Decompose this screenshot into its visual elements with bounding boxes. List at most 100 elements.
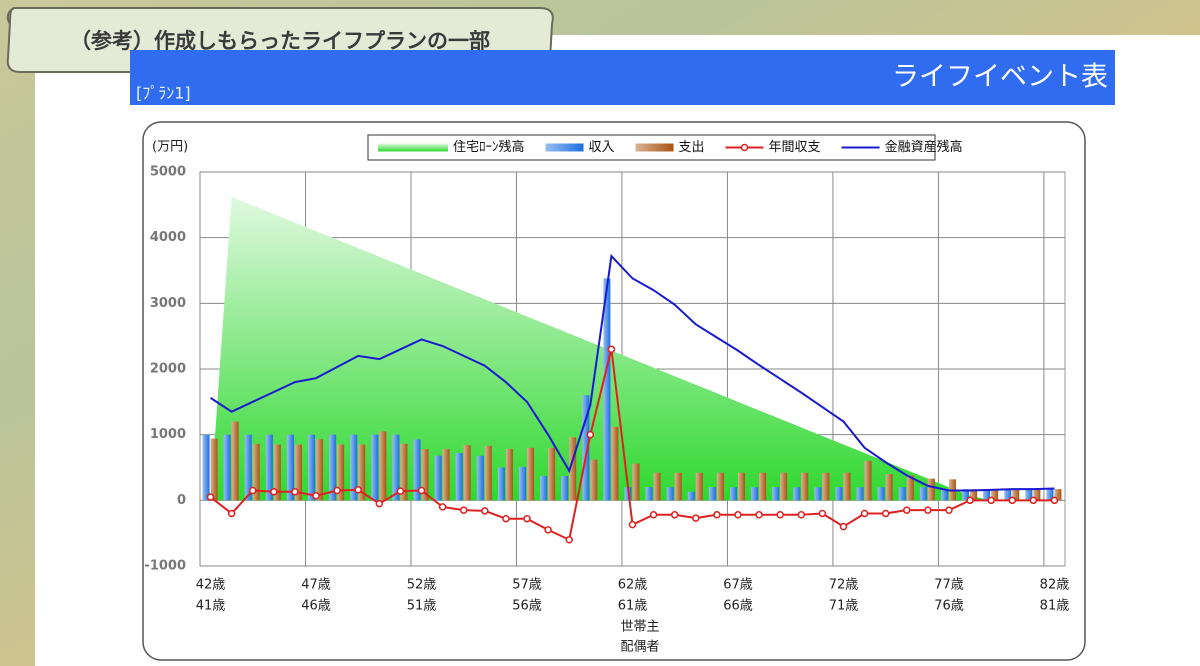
- point: [755, 511, 763, 519]
- bar: [202, 434, 210, 501]
- x-tick-label: 47歳: [301, 578, 331, 593]
- bar: [484, 445, 492, 501]
- point: [860, 509, 869, 518]
- bar: [940, 489, 948, 501]
- x-tick-label-2: 41歳: [196, 599, 226, 614]
- point: [649, 511, 658, 519]
- bar: [265, 434, 273, 501]
- bar: [455, 453, 463, 501]
- point: [481, 507, 489, 515]
- legend-label: 収入: [589, 140, 615, 155]
- bar: [505, 449, 513, 501]
- x-tick-label-2: 51歳: [407, 599, 437, 614]
- point: [713, 511, 721, 519]
- bar: [519, 466, 527, 501]
- point: [248, 486, 257, 495]
- legend-swatch: [635, 143, 674, 152]
- point: [1029, 496, 1038, 505]
- x-tick-label-2: 66歳: [723, 599, 753, 614]
- point: [797, 511, 806, 519]
- bar: [476, 455, 484, 501]
- y-tick-label: 0: [177, 493, 186, 508]
- y-tick-label: 1000: [150, 427, 186, 442]
- bar: [1012, 489, 1020, 501]
- x-tick-label: 57歳: [512, 578, 542, 593]
- bar: [759, 472, 767, 501]
- bar: [737, 472, 745, 501]
- legend-swatch: [378, 143, 448, 152]
- point: [670, 511, 679, 519]
- legend-swatch: [545, 143, 584, 152]
- x-tick-label: 42歳: [196, 578, 226, 593]
- x-tick-label-2: 61歳: [618, 599, 648, 614]
- bar: [801, 472, 809, 501]
- point: [459, 506, 468, 514]
- bar: [223, 434, 231, 501]
- bar: [527, 447, 535, 501]
- point: [354, 486, 362, 494]
- banner: [130, 50, 1115, 105]
- bar: [434, 455, 442, 501]
- bar: [1046, 489, 1054, 501]
- bar: [843, 472, 851, 501]
- legend-label: 金融資産残高: [885, 139, 963, 155]
- bar: [751, 487, 759, 501]
- point: [227, 509, 236, 518]
- y-tick-label: 4000: [150, 230, 186, 245]
- bar: [772, 487, 780, 501]
- point: [417, 486, 426, 495]
- x-tick-label: 72歳: [829, 578, 859, 593]
- bar: [442, 449, 450, 501]
- bar: [1033, 489, 1041, 501]
- bar: [392, 434, 400, 501]
- x-tick-label: 77歳: [934, 578, 964, 593]
- bar: [582, 395, 590, 501]
- bar: [548, 447, 556, 501]
- bar: [970, 489, 978, 501]
- bar: [1004, 489, 1012, 501]
- x-tick-label: 67歳: [723, 578, 753, 593]
- x-tick-label: 82歳: [1040, 578, 1070, 593]
- y-tick-label: -1000: [144, 559, 186, 574]
- bar: [885, 474, 893, 501]
- point: [586, 430, 595, 439]
- bar: [1054, 489, 1062, 501]
- bar: [379, 431, 387, 501]
- bar: [371, 434, 379, 501]
- bar: [590, 459, 598, 501]
- bar: [780, 472, 788, 501]
- x-tick-label-2: 81歳: [1040, 599, 1070, 614]
- point: [502, 514, 510, 523]
- bar: [561, 476, 569, 501]
- bar: [244, 434, 252, 501]
- header-title: （参考）作成しもらったライフプランの一部: [70, 29, 490, 53]
- y-tick-label: 5000: [150, 165, 186, 180]
- x-axis-label-2: 配偶者: [620, 640, 659, 655]
- legend-label: 年間収支: [769, 140, 821, 155]
- x-tick-label-2: 46歳: [301, 599, 331, 614]
- bar: [708, 487, 716, 501]
- bar: [421, 449, 429, 501]
- x-tick-label-2: 76歳: [934, 599, 964, 614]
- bar: [653, 472, 661, 501]
- point: [270, 488, 278, 496]
- bar: [316, 439, 324, 501]
- point: [839, 522, 848, 531]
- point: [776, 511, 784, 519]
- bar: [856, 487, 864, 501]
- x-tick-label-2: 71歳: [829, 599, 859, 614]
- x-tick-label-2: 56歳: [512, 599, 542, 614]
- bar: [906, 475, 914, 501]
- point: [903, 506, 911, 514]
- point: [1050, 496, 1059, 505]
- point: [924, 506, 932, 514]
- bar: [413, 439, 421, 501]
- y-tick-label: 3000: [150, 296, 186, 311]
- point: [396, 487, 405, 495]
- point: [1008, 496, 1017, 505]
- bar: [822, 472, 830, 501]
- point: [628, 520, 637, 529]
- x-axis-label: 世帯主: [620, 620, 659, 635]
- bar: [877, 487, 885, 501]
